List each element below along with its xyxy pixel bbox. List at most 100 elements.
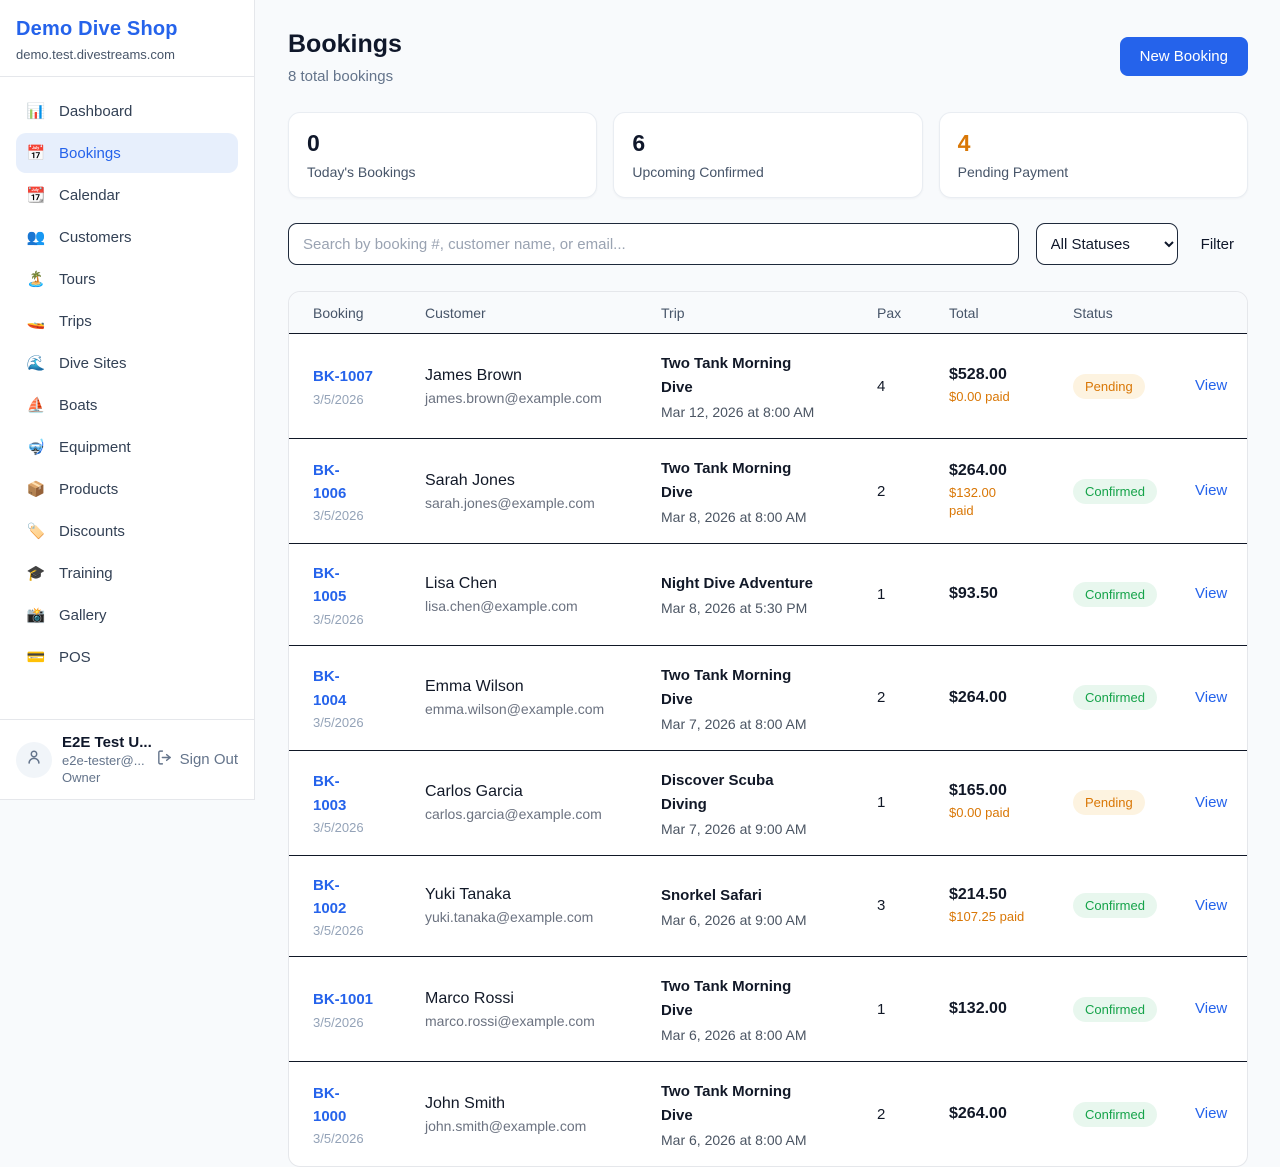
sidebar-item-dive-sites[interactable]: 🌊 Dive Sites — [16, 343, 238, 383]
sidebar-item-discounts[interactable]: 🏷️ Discounts — [16, 511, 238, 551]
sidebar-item-tours[interactable]: 🏝️ Tours — [16, 259, 238, 299]
island-icon: 🏝️ — [26, 271, 46, 288]
status-badge: Confirmed — [1073, 581, 1157, 607]
booking-date: 3/5/2026 — [313, 1014, 364, 1030]
sidebar-item-pos[interactable]: 💳 POS — [16, 637, 238, 677]
booking-id-link[interactable]: BK- 1005 — [313, 565, 347, 606]
booking-id-link[interactable]: BK- 1004 — [313, 668, 347, 709]
user-email: e2e-tester@... — [62, 753, 145, 768]
booking-date: 3/5/2026 — [313, 391, 364, 407]
diving-mask-icon: 🤿 — [26, 439, 46, 456]
sign-out-button[interactable]: Sign Out — [156, 749, 238, 770]
sailboat-icon: ⛵ — [26, 397, 46, 414]
booking-id-link[interactable]: BK- 1002 — [313, 876, 347, 917]
view-link[interactable]: View — [1195, 688, 1228, 706]
sidebar-item-products[interactable]: 📦 Products — [16, 469, 238, 509]
sidebar-item-customers[interactable]: 👥 Customers — [16, 217, 238, 257]
sidebar-item-label: Bookings — [59, 144, 121, 162]
column-header-total: Total — [949, 304, 979, 321]
table-row: BK- 1006 3/5/2026 Sarah Jones sarah.jone… — [289, 438, 1247, 543]
booking-id-link[interactable]: BK- 1006 — [313, 461, 347, 502]
view-link[interactable]: View — [1195, 585, 1228, 603]
search-input[interactable] — [288, 223, 1019, 265]
booking-id-link[interactable]: BK-1001 — [313, 991, 374, 1009]
stat-value: 0 — [307, 130, 320, 156]
column-header-pax: Pax — [877, 304, 902, 321]
view-link[interactable]: View — [1195, 1105, 1228, 1122]
trip-datetime: Mar 6, 2026 at 8:00 AM — [661, 1027, 807, 1043]
pax-count: 2 — [877, 689, 886, 706]
tear-off-calendar-icon: 📆 — [26, 187, 46, 204]
total-amount: $132.00 — [949, 1000, 1007, 1017]
sidebar-item-label: Training — [59, 564, 113, 582]
sidebar-item-dashboard[interactable]: 📊 Dashboard — [16, 91, 238, 131]
table-row: BK-1001 3/5/2026 Marco Rossi marco.rossi… — [289, 956, 1247, 1061]
customer-email: john.smith@example.com — [425, 1117, 587, 1134]
trip-datetime: Mar 6, 2026 at 9:00 AM — [661, 911, 807, 928]
brand-header: Demo Dive Shop demo.test.divestreams.com — [0, 0, 254, 77]
total-amount: $264.00 — [949, 688, 1007, 706]
table-row: BK- 1005 3/5/2026 Lisa Chen lisa.chen@ex… — [289, 543, 1247, 645]
paid-amount: $107.25 paid — [949, 908, 1025, 924]
customer-email: yuki.tanaka@example.com — [425, 909, 594, 926]
table-header-row: Booking Customer Trip Pax Total Status — [289, 292, 1247, 334]
sidebar-item-label: Tours — [59, 270, 96, 288]
customer-name: Lisa Chen — [425, 574, 498, 592]
column-header-status: Status — [1073, 304, 1113, 321]
new-booking-button[interactable]: New Booking — [1119, 37, 1248, 76]
sidebar-item-calendar[interactable]: 📆 Calendar — [16, 175, 238, 215]
pax-count: 2 — [877, 1105, 886, 1123]
column-header-customer: Customer — [425, 304, 486, 321]
sidebar-item-label: Dashboard — [59, 102, 133, 120]
customer-name: Sarah Jones — [425, 471, 515, 489]
trip-name: Snorkel Safari — [661, 886, 762, 904]
booking-date: 3/5/2026 — [313, 508, 364, 524]
sidebar-item-equipment[interactable]: 🤿 Equipment — [16, 427, 238, 467]
booking-id-link[interactable]: BK- 1000 — [313, 1084, 347, 1125]
trip-datetime: Mar 8, 2026 at 8:00 AM — [661, 509, 807, 525]
trip-name: Two Tank Morning Dive — [661, 460, 792, 501]
sidebar-item-boats[interactable]: ⛵ Boats — [16, 385, 238, 425]
view-link[interactable]: View — [1195, 377, 1228, 394]
trip-name: Two Tank Morning Dive — [661, 978, 792, 1019]
pax-count: 1 — [877, 585, 886, 603]
sidebar-item-training[interactable]: 🎓 Training — [16, 553, 238, 593]
trip-name: Night Dive Adventure — [661, 575, 813, 593]
sidebar-item-bookings[interactable]: 📅 Bookings — [16, 133, 238, 173]
sidebar-item-trips[interactable]: 🚤 Trips — [16, 301, 238, 341]
sidebar-item-label: Dive Sites — [59, 354, 127, 372]
customer-email: emma.wilson@example.com — [425, 701, 605, 717]
user-info: E2E Test U... e2e-tester@... Owner — [62, 734, 152, 785]
customer-name: Carlos Garcia — [425, 783, 523, 800]
trip-datetime: Mar 8, 2026 at 5:30 PM — [661, 600, 808, 617]
customer-email: lisa.chen@example.com — [425, 597, 578, 614]
page-subtitle: 8 total bookings — [288, 68, 394, 85]
calendar-icon: 📅 — [26, 145, 46, 162]
logout-icon — [156, 749, 173, 770]
user-name: E2E Test U... — [62, 734, 152, 751]
view-link[interactable]: View — [1195, 1000, 1228, 1017]
trip-name: Two Tank Morning Dive — [661, 666, 792, 708]
sidebar-item-gallery[interactable]: 📸 Gallery — [16, 595, 238, 635]
status-filter-select[interactable]: All Statuses — [1035, 223, 1178, 265]
customer-name: John Smith — [425, 1094, 506, 1112]
brand-link[interactable]: Demo Dive Shop — [16, 18, 178, 40]
view-link[interactable]: View — [1195, 793, 1228, 811]
sidebar-item-label: Gallery — [59, 606, 107, 624]
sidebar-item-label: Equipment — [59, 438, 131, 456]
booking-date: 3/5/2026 — [313, 1131, 364, 1147]
booking-id-link[interactable]: BK- 1003 — [313, 773, 347, 814]
customer-email: sarah.jones@example.com — [425, 494, 595, 511]
pax-count: 4 — [877, 377, 886, 395]
filter-button[interactable]: Filter — [1195, 236, 1248, 253]
status-badge: Confirmed — [1073, 996, 1157, 1022]
status-badge: Pending — [1073, 373, 1145, 399]
view-link[interactable]: View — [1195, 482, 1228, 499]
trip-datetime: Mar 7, 2026 at 8:00 AM — [661, 715, 807, 732]
paid-amount: $132.00 paid — [949, 484, 996, 518]
booking-id-link[interactable]: BK-1007 — [313, 368, 374, 386]
view-link[interactable]: View — [1195, 896, 1228, 914]
sign-out-label: Sign Out — [179, 751, 238, 768]
camera-icon: 📸 — [26, 607, 46, 624]
booking-date: 3/5/2026 — [313, 611, 364, 627]
